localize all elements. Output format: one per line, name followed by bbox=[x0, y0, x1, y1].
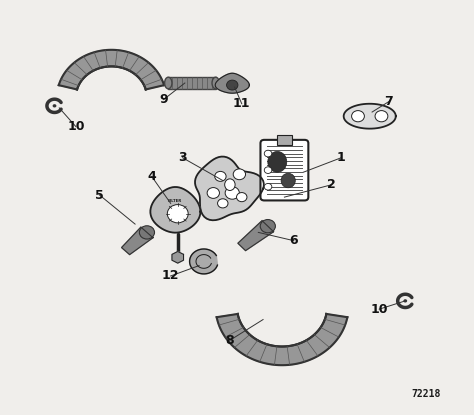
Circle shape bbox=[233, 169, 246, 180]
Ellipse shape bbox=[212, 77, 219, 89]
Text: 9: 9 bbox=[159, 93, 168, 106]
Polygon shape bbox=[215, 73, 249, 93]
Circle shape bbox=[352, 110, 365, 122]
Circle shape bbox=[264, 167, 272, 173]
Text: 11: 11 bbox=[233, 97, 250, 110]
FancyBboxPatch shape bbox=[261, 140, 308, 200]
Ellipse shape bbox=[281, 173, 295, 188]
Polygon shape bbox=[168, 77, 216, 89]
Text: 12: 12 bbox=[162, 269, 179, 283]
Polygon shape bbox=[59, 50, 164, 90]
Text: 3: 3 bbox=[178, 151, 187, 164]
Text: 72218: 72218 bbox=[411, 389, 441, 399]
Text: 6: 6 bbox=[290, 234, 298, 247]
Circle shape bbox=[225, 187, 239, 199]
Circle shape bbox=[218, 199, 228, 208]
Text: 8: 8 bbox=[226, 334, 234, 347]
Circle shape bbox=[260, 220, 275, 233]
Polygon shape bbox=[195, 156, 264, 220]
Text: FILTER: FILTER bbox=[167, 199, 182, 203]
Polygon shape bbox=[122, 227, 153, 254]
Circle shape bbox=[207, 188, 219, 198]
Text: 4: 4 bbox=[147, 170, 156, 183]
Circle shape bbox=[264, 150, 272, 157]
Bar bbox=[277, 135, 292, 145]
Polygon shape bbox=[344, 104, 396, 129]
Circle shape bbox=[53, 104, 56, 107]
Polygon shape bbox=[172, 251, 183, 263]
Polygon shape bbox=[190, 249, 218, 274]
Text: 10: 10 bbox=[67, 120, 84, 133]
Circle shape bbox=[227, 80, 238, 90]
Polygon shape bbox=[238, 221, 273, 251]
Text: 2: 2 bbox=[328, 178, 336, 191]
Ellipse shape bbox=[225, 179, 235, 190]
Polygon shape bbox=[150, 187, 201, 233]
Circle shape bbox=[237, 193, 247, 202]
Text: 7: 7 bbox=[384, 95, 393, 108]
Polygon shape bbox=[217, 314, 347, 365]
Circle shape bbox=[403, 299, 407, 303]
Text: 5: 5 bbox=[95, 188, 104, 202]
Circle shape bbox=[167, 205, 188, 223]
Ellipse shape bbox=[268, 151, 287, 172]
Text: 1: 1 bbox=[337, 151, 346, 164]
Ellipse shape bbox=[164, 77, 172, 89]
Circle shape bbox=[264, 183, 272, 190]
Text: 10: 10 bbox=[371, 303, 388, 316]
Circle shape bbox=[215, 171, 226, 181]
Circle shape bbox=[375, 110, 388, 122]
Circle shape bbox=[139, 226, 155, 239]
